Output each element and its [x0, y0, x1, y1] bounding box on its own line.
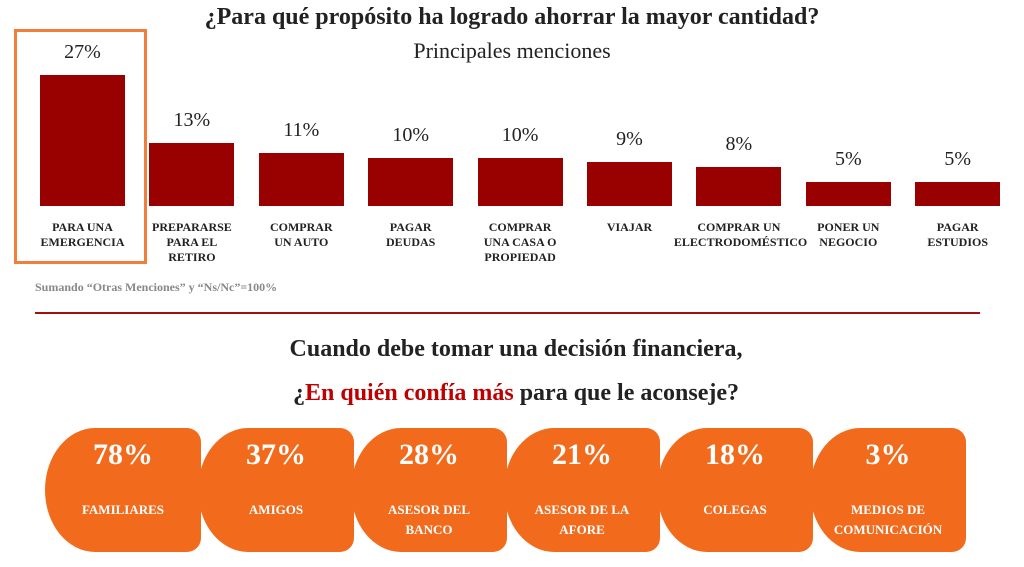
- category-label: VIAJAR: [606, 220, 653, 234]
- value-label: 8%: [725, 133, 753, 156]
- bar: [477, 157, 563, 206]
- tile-label: FAMILIARES: [81, 502, 165, 517]
- tile-value: 78%: [93, 438, 153, 471]
- section-question: ¿En quién confía más para que le aconsej…: [0, 380, 1024, 407]
- note: Sumando “Otras Menciones” y “Ns/Nc”=100%: [35, 280, 278, 294]
- value-label: 9%: [616, 128, 643, 151]
- tile-value: 3%: [865, 438, 911, 471]
- bar: [587, 162, 672, 206]
- bar: [915, 181, 1001, 206]
- bar: [368, 157, 454, 206]
- value-label: 5%: [944, 147, 972, 170]
- question-part: para que le aconseje?: [513, 380, 740, 406]
- tile-label: MEDIOS DE COMUNICACIÓN: [833, 502, 943, 537]
- highlight-box: [14, 29, 147, 264]
- tile: 18% COLEGAS: [657, 428, 813, 552]
- tile-value: 18%: [705, 438, 765, 471]
- value-label: 5%: [834, 147, 862, 170]
- tile-label: COLEGAS: [703, 502, 767, 517]
- category-label: COMPRAR UN AUTO: [269, 220, 333, 249]
- question-part: ¿: [292, 380, 305, 406]
- bar: [805, 181, 891, 206]
- value-label: 27%: [64, 41, 101, 64]
- bar: [696, 167, 782, 206]
- tile: 37% AMIGOS: [198, 428, 354, 552]
- value-label: 13%: [173, 108, 211, 131]
- tile: 78% FAMILIARES: [45, 428, 201, 552]
- tile: 28% ASESOR DEL BANCO: [351, 428, 507, 552]
- chart-subtitle: Principales menciones: [413, 38, 611, 63]
- category-label: PAGAR DEUDAS: [386, 220, 436, 249]
- bar: [258, 152, 344, 206]
- category-label: PAGAR ESTUDIOS: [927, 220, 989, 249]
- value-label: 10%: [392, 123, 430, 146]
- category-label: COMPRAR UNA CASA O PROPIEDAD: [483, 220, 557, 264]
- value-label: 11%: [283, 118, 320, 141]
- category-label: PREPARARSE PARA EL RETIRO: [152, 220, 232, 264]
- tile-value: 37%: [246, 438, 306, 471]
- tile-value: 28%: [399, 438, 459, 471]
- value-label: 10%: [501, 123, 539, 146]
- tile-label: AMIGOS: [248, 502, 304, 517]
- tile: 3% MEDIOS DE COMUNICACIÓN: [810, 428, 966, 552]
- tile-label: ASESOR DEL BANCO: [388, 502, 470, 537]
- tile-label: ASESOR DE LA AFORE: [534, 502, 630, 537]
- bar: [40, 75, 125, 206]
- tile-value: 21%: [552, 438, 612, 471]
- category-label: PARA UNA EMERGENCIA: [40, 220, 125, 249]
- tile: 21% ASESOR DE LA AFORE: [504, 428, 660, 552]
- category-label: COMPRAR UN ELECTRODOMÉSTICO: [673, 220, 808, 249]
- chart-title: ¿Para qué propósito ha logrado ahorrar l…: [204, 4, 820, 30]
- question-emphasis: En quién confía más: [304, 380, 514, 406]
- bar: [149, 142, 235, 206]
- separator: [35, 312, 980, 314]
- category-label: PONER UN NEGOCIO: [817, 220, 880, 249]
- section-heading: Cuando debe tomar una decisión financier…: [289, 336, 743, 362]
